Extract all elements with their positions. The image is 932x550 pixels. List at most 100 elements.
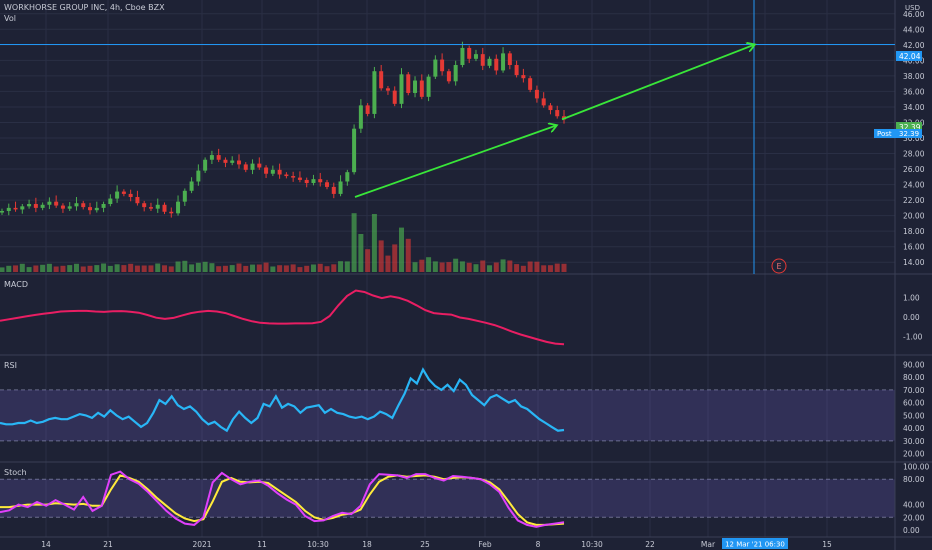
candle-body xyxy=(0,210,4,213)
candle-body xyxy=(358,105,363,129)
trend-arrow-2[interactable] xyxy=(561,45,754,121)
volume-bar xyxy=(87,265,93,272)
candle-body xyxy=(135,197,140,204)
price-tag-hline: 42.04 xyxy=(896,51,922,61)
volume-bar xyxy=(344,261,350,272)
volume-bar xyxy=(310,264,316,272)
volume-label: Vol xyxy=(4,14,16,23)
candle-body xyxy=(196,170,201,182)
candle-body xyxy=(223,159,228,163)
volume-bar xyxy=(432,261,438,272)
volume-bar xyxy=(101,263,107,272)
volume-bar xyxy=(405,238,411,272)
price-tick-label: 44.00 xyxy=(903,25,925,34)
candle-body xyxy=(6,207,11,211)
candle-body xyxy=(406,74,411,93)
price-tick-label: 38.00 xyxy=(903,72,925,81)
candle-body xyxy=(264,167,269,174)
candle-body xyxy=(54,201,59,206)
candle-body xyxy=(169,211,174,214)
candle-body xyxy=(40,204,45,208)
macd-tick-label: 1.00 xyxy=(903,293,920,302)
rsi-tick-label: 30.00 xyxy=(903,437,925,446)
candle-body xyxy=(60,205,65,209)
volume-bar xyxy=(0,267,5,272)
volume-bar xyxy=(554,263,560,272)
candle-body xyxy=(108,198,113,204)
time-tick-label: 21 xyxy=(103,540,113,549)
volume-bar xyxy=(128,263,134,272)
stoch-axis: 100.00 80.00 40.00 20.00 0.00 xyxy=(903,463,929,535)
candle-body xyxy=(101,204,106,208)
candle-body xyxy=(277,169,282,175)
volume-bar xyxy=(561,263,567,272)
earnings-marker[interactable]: E xyxy=(771,258,787,274)
candle-body xyxy=(13,207,18,210)
price-tick-label: 46.00 xyxy=(903,10,925,19)
candle-body xyxy=(440,59,445,72)
volume-bar xyxy=(514,264,520,272)
volume-bar xyxy=(155,263,161,272)
volume-bar xyxy=(365,249,371,272)
macd-line xyxy=(0,289,565,346)
volume-bar xyxy=(277,265,283,272)
price-tick-label: 28.00 xyxy=(903,150,925,159)
volume-bar xyxy=(426,257,432,272)
rsi-tick-label: 60.00 xyxy=(903,399,925,408)
volume-bar xyxy=(13,265,19,272)
volume-bar xyxy=(216,266,222,272)
volume-bar xyxy=(392,244,398,272)
volume-bar xyxy=(19,263,25,272)
price-tag-post: Post 32.39 xyxy=(874,129,922,138)
volume-bar xyxy=(453,258,459,272)
candle-body xyxy=(514,65,519,76)
volume-bar xyxy=(26,267,32,272)
candle-body xyxy=(297,177,302,180)
candle-body xyxy=(284,174,289,177)
volume-bar xyxy=(283,265,289,272)
rsi-tick-label: 50.00 xyxy=(903,411,925,420)
volume-bar xyxy=(500,259,506,272)
volume-bar xyxy=(94,265,100,272)
volume-bar xyxy=(547,265,553,272)
volume-bar xyxy=(351,213,357,272)
post-label: Post xyxy=(877,130,892,138)
candle-body xyxy=(209,155,214,160)
candle-body xyxy=(399,74,404,104)
volume-bar xyxy=(256,264,262,272)
candle-body xyxy=(230,160,235,163)
volume-bar xyxy=(141,265,147,272)
candle-body xyxy=(47,201,52,205)
candle-body xyxy=(548,105,553,111)
volume-bar xyxy=(250,264,256,272)
price-tick-label: 18.00 xyxy=(903,227,925,236)
price-tick-label: 42.00 xyxy=(903,41,925,50)
volume-bar xyxy=(534,261,540,272)
candle-body xyxy=(372,71,377,114)
volume-bar xyxy=(338,261,344,272)
candle-body xyxy=(257,163,262,168)
rsi-band xyxy=(0,389,895,441)
candle-body xyxy=(176,201,181,214)
trend-arrow-1[interactable] xyxy=(354,126,556,198)
candle-body xyxy=(480,54,485,66)
time-tick-label: 10:30 xyxy=(307,540,329,549)
candle-body xyxy=(467,47,472,59)
time-tick-label: 2021 xyxy=(192,540,211,549)
candle-body xyxy=(460,47,465,66)
candle-body xyxy=(494,58,499,71)
candle-body xyxy=(88,207,93,211)
volume-bar xyxy=(385,255,391,272)
macd-title: MACD xyxy=(4,280,28,289)
volume-bar xyxy=(107,265,113,272)
candle-body xyxy=(182,190,187,202)
candle-body xyxy=(385,88,390,91)
candle-body xyxy=(453,65,458,82)
candle-body xyxy=(473,54,478,59)
volume-bar xyxy=(459,261,465,272)
macd-tick-label: -1.00 xyxy=(903,332,923,341)
volume-bar xyxy=(60,265,66,272)
volume-bar xyxy=(182,260,188,272)
volume-bar xyxy=(67,265,73,272)
